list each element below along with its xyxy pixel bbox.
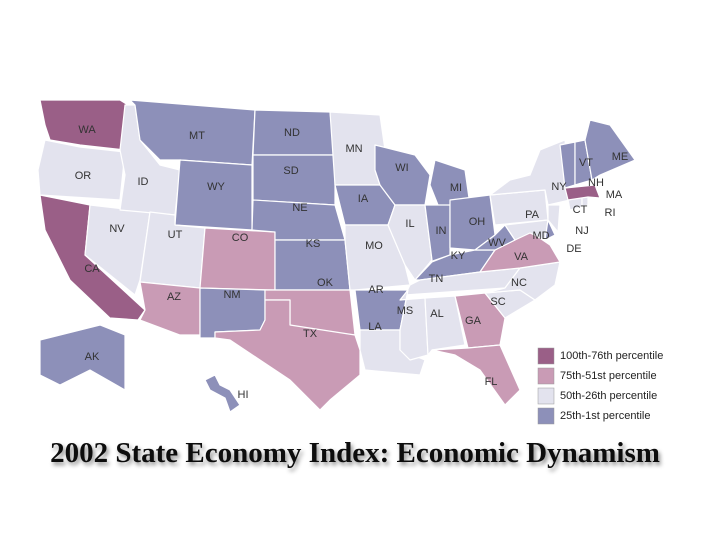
state-shape <box>214 299 361 411</box>
state-label: SD <box>283 165 298 177</box>
state-label: KY <box>451 250 466 262</box>
state-shape <box>504 219 549 241</box>
state-label: AK <box>85 351 100 363</box>
state-label: MT <box>189 130 205 142</box>
state-shape <box>174 159 253 231</box>
state-label: MA <box>606 189 623 201</box>
state-label: WA <box>78 124 96 136</box>
state-label: UT <box>168 229 183 241</box>
state-shape <box>564 184 601 201</box>
state-label: AZ <box>167 291 181 303</box>
state-label: NE <box>292 202 307 214</box>
legend-label: 25th-1st percentile <box>560 410 651 422</box>
map-title: 2002 State Economy Index: Economic Dynam… <box>50 437 660 469</box>
state-label: ME <box>612 151 629 163</box>
legend-label: 75th-51st percentile <box>560 370 657 382</box>
state-shape <box>547 204 561 233</box>
state-label: CA <box>84 263 100 275</box>
state-shape <box>454 292 506 349</box>
state-label: NH <box>588 177 604 189</box>
state-label: IA <box>358 193 369 205</box>
state-label: MO <box>365 240 383 252</box>
legend-swatch <box>537 407 555 425</box>
state-label: DE <box>566 243 581 255</box>
state-label: VA <box>514 251 529 263</box>
state-label: VT <box>579 157 593 169</box>
state-shape <box>489 189 549 226</box>
state-label: GA <box>465 315 482 327</box>
state-label: OR <box>75 170 92 182</box>
state-label: WV <box>488 237 506 249</box>
state-label: CO <box>232 232 249 244</box>
legend-swatch <box>537 347 555 365</box>
state-label: MN <box>345 143 362 155</box>
state-label: WI <box>395 162 408 174</box>
state-label: AL <box>430 308 443 320</box>
state-label: CT <box>573 204 588 216</box>
state-label: NV <box>109 223 125 235</box>
state-shape <box>39 99 129 151</box>
state-label: HI <box>238 389 249 401</box>
legend-swatch <box>537 387 555 405</box>
state-label: MD <box>532 230 549 242</box>
state-label: IN <box>436 225 447 237</box>
state-shape <box>431 344 521 406</box>
legend-label: 100th-76th percentile <box>560 350 663 362</box>
state-label: RI <box>605 207 616 219</box>
state-label: OH <box>469 216 486 228</box>
state-shape <box>252 154 336 206</box>
state-shape <box>489 139 571 206</box>
legend-swatch <box>537 367 555 385</box>
state-label: LA <box>368 321 382 333</box>
state-label: WY <box>207 181 225 193</box>
state-label: FL <box>485 376 498 388</box>
state-shape <box>584 119 636 181</box>
state-label: MI <box>450 182 462 194</box>
state-shape <box>424 295 466 356</box>
legend: 100th-76th percentile 75th-51st percentil… <box>537 347 663 425</box>
state-shape <box>37 139 126 201</box>
state-label: MS <box>397 305 414 317</box>
state-label: AR <box>368 284 383 296</box>
state-shape <box>39 324 126 391</box>
states <box>37 99 636 413</box>
state-label: OK <box>317 277 334 289</box>
legend-label: 50th-26th percentile <box>560 390 657 402</box>
state-labels: WA OR CA NV ID MT WY UT CO AZ NM ND SD NE KS OK TX MN IA MO… <box>75 124 629 401</box>
state-label: TN <box>429 273 444 285</box>
state-shape <box>544 219 556 241</box>
state-shape <box>204 374 241 413</box>
state-label: SC <box>490 296 505 308</box>
state-label: NC <box>511 277 527 289</box>
state-label: TX <box>303 328 318 340</box>
state-label: NY <box>551 181 567 193</box>
state-label: IL <box>405 218 414 230</box>
state-label: PA <box>525 209 540 221</box>
state-label: NM <box>223 289 240 301</box>
state-label: ID <box>138 176 149 188</box>
state-label: ND <box>284 127 300 139</box>
state-label: KS <box>306 238 321 250</box>
state-label: NJ <box>575 225 588 237</box>
